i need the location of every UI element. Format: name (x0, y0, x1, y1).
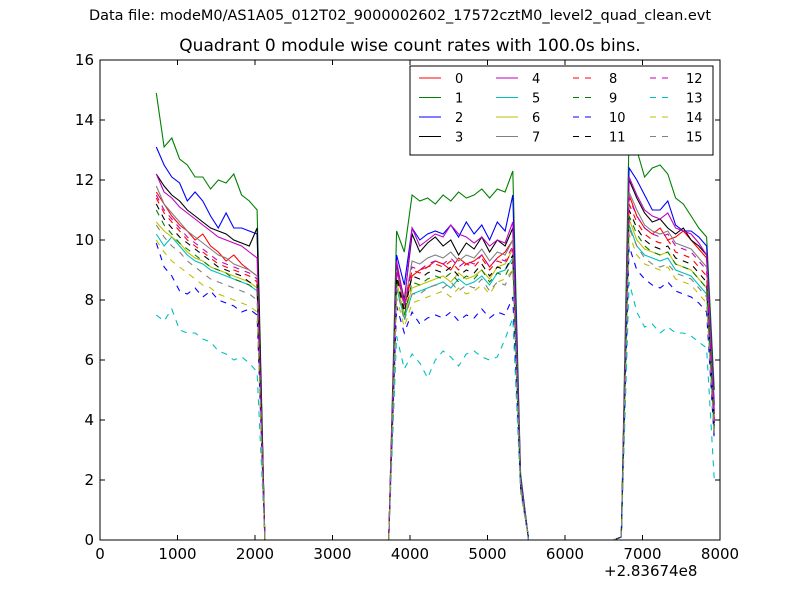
x-tick-label: 4000 (391, 545, 429, 563)
series-line-10 (155, 242, 715, 541)
legend-label-6: 6 (532, 111, 540, 126)
series-line-7 (155, 185, 715, 541)
y-tick-label: 0 (84, 531, 94, 549)
y-tick-label: 16 (75, 51, 94, 69)
x-offset-label: +2.83674e8 (604, 562, 698, 580)
x-tick-label: 1000 (158, 545, 196, 563)
chart-title: Quadrant 0 module wise count rates with … (179, 36, 641, 56)
legend-label-5: 5 (532, 92, 540, 107)
series-line-0 (155, 191, 715, 541)
y-tick-label: 2 (84, 471, 94, 489)
x-tick-label: 0 (95, 545, 105, 563)
legend-label-2: 2 (455, 111, 463, 126)
y-tick-label: 6 (84, 351, 94, 369)
series-line-13 (155, 281, 715, 541)
legend-label-7: 7 (532, 131, 540, 146)
legend-label-4: 4 (532, 72, 540, 87)
x-tick-label: 8000 (701, 545, 739, 563)
x-tick-label: 6000 (546, 545, 584, 563)
x-tick-label: 5000 (468, 545, 506, 563)
x-tick-label: 2000 (236, 545, 274, 563)
series-line-9 (155, 209, 715, 541)
legend-label-10: 10 (609, 111, 626, 126)
legend-label-13: 13 (686, 92, 703, 107)
legend-label-15: 15 (686, 131, 703, 146)
series-line-5 (155, 224, 715, 541)
series-line-1 (155, 92, 715, 541)
legend-label-3: 3 (455, 131, 463, 146)
legend-label-14: 14 (686, 111, 703, 126)
series-line-15 (155, 224, 715, 541)
series-line-2 (155, 146, 715, 541)
legend-box (409, 65, 714, 156)
series-line-6 (155, 218, 715, 541)
series-line-11 (155, 203, 715, 541)
series-line-12 (155, 194, 715, 541)
series-line-8 (155, 197, 715, 541)
series-line-3 (155, 173, 715, 541)
y-tick-label: 10 (75, 231, 94, 249)
legend-label-0: 0 (455, 72, 463, 87)
y-tick-label: 4 (84, 411, 94, 429)
series-line-4 (155, 173, 715, 541)
legend-label-1: 1 (455, 92, 463, 107)
legend-label-9: 9 (609, 92, 617, 107)
x-tick-label: 3000 (313, 545, 351, 563)
y-tick-label: 14 (75, 111, 94, 129)
legend-label-12: 12 (686, 72, 703, 87)
legend-label-11: 11 (609, 131, 626, 146)
x-tick-label: 7000 (623, 545, 661, 563)
y-tick-label: 8 (84, 291, 94, 309)
series-line-14 (155, 233, 715, 541)
y-tick-label: 12 (75, 171, 94, 189)
legend-label-8: 8 (609, 72, 617, 87)
suptitle: Data file: modeM0/AS1A05_012T02_90000026… (88, 8, 712, 24)
